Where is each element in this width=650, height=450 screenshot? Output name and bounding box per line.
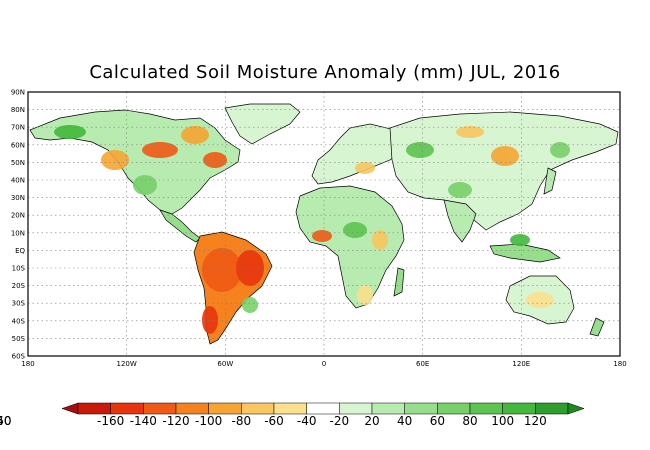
lat-tick-label: 40S bbox=[12, 317, 26, 325]
lat-tick-label: 50S bbox=[12, 335, 26, 343]
colorbar-tick-label: -40 bbox=[297, 414, 317, 428]
colorbar-segment bbox=[371, 402, 405, 415]
latitude-labels: 90N 80N 70N 60N 50N 40N 30N 20N 10N EQ 10S 20S 30S 40… bbox=[11, 89, 26, 361]
colorbar-segment bbox=[469, 402, 503, 415]
colorbar-tick-label: 100 bbox=[491, 414, 514, 428]
colorbar-segment bbox=[110, 402, 144, 415]
lon-tick-label: 120W bbox=[117, 360, 137, 368]
lon-tick-label: 180 bbox=[21, 360, 34, 368]
colorbar-tick-label: 80 bbox=[462, 414, 477, 428]
land-asia bbox=[389, 111, 619, 231]
lat-tick-label: 80N bbox=[11, 106, 25, 114]
colorbar-tick-label: -120 bbox=[162, 414, 189, 428]
lat-tick-label: 30S bbox=[12, 300, 26, 308]
land-new-zealand bbox=[589, 317, 605, 337]
lat-tick-label: 60S bbox=[12, 353, 26, 361]
lat-tick-label: 90N bbox=[11, 89, 25, 97]
colorbar-segment bbox=[535, 402, 569, 415]
colorbar-segment bbox=[241, 402, 275, 415]
colorbar-tick-label: -60 bbox=[264, 414, 284, 428]
colorbar-tick-label: -20 bbox=[330, 414, 350, 428]
wet-anomaly-patches bbox=[54, 125, 570, 313]
colorbar-segment bbox=[437, 402, 471, 415]
lon-tick-label: 60W bbox=[217, 360, 233, 368]
colorbar-tick-label: -160 bbox=[97, 414, 124, 428]
lat-lon-grid bbox=[28, 92, 620, 356]
colorbar-tick-label: 120 bbox=[524, 414, 547, 428]
lat-tick-label: 20S bbox=[12, 282, 26, 290]
map-title: Calculated Soil Moisture Anomaly (mm) JU… bbox=[89, 62, 561, 83]
colorbar-tick-label: 160 bbox=[0, 414, 11, 428]
lon-tick-label: 0 bbox=[322, 360, 326, 368]
lat-tick-label: 60N bbox=[11, 141, 25, 149]
colorbar-tick-label: -80 bbox=[232, 414, 252, 428]
colorbar-max-arrow bbox=[567, 402, 585, 415]
colorbar-tick-label: -100 bbox=[195, 414, 222, 428]
land-africa bbox=[295, 185, 405, 309]
lat-tick-label: EQ bbox=[15, 247, 25, 255]
colorbar-labels: -160 -140 -120 -100 -80 -60 -40 -20 20 40 60 80 100 1… bbox=[0, 414, 547, 428]
colorbar-segment bbox=[143, 402, 177, 415]
lon-tick-label: 60E bbox=[416, 360, 429, 368]
colorbar-segment bbox=[502, 402, 536, 415]
land-japan bbox=[543, 167, 557, 195]
lat-tick-label: 70N bbox=[11, 124, 25, 132]
land-indonesia bbox=[489, 243, 561, 263]
colorbar-min-arrow bbox=[61, 402, 79, 415]
dry-anomaly-patches bbox=[101, 126, 554, 334]
lat-tick-label: 50N bbox=[11, 159, 25, 167]
colorbar-segment bbox=[273, 402, 307, 415]
longitude-labels: 180 120W 60W 0 60E 120E 180 bbox=[21, 360, 626, 368]
colorbar-segment bbox=[339, 402, 373, 415]
colorbar bbox=[61, 402, 585, 415]
lat-tick-label: 10N bbox=[11, 229, 25, 237]
lat-tick-label: 10S bbox=[12, 265, 26, 273]
land-greenland bbox=[224, 103, 301, 145]
lon-tick-label: 120E bbox=[512, 360, 530, 368]
map-frame bbox=[27, 91, 621, 357]
land-madagascar bbox=[393, 267, 405, 297]
colorbar-tick-label: 40 bbox=[397, 414, 412, 428]
lat-tick-label: 40N bbox=[11, 177, 25, 185]
colorbar-segment bbox=[208, 402, 242, 415]
colorbar-segment bbox=[404, 402, 438, 415]
land-central-america bbox=[159, 209, 201, 243]
colorbar-segment bbox=[175, 402, 209, 415]
land-india bbox=[443, 199, 477, 243]
lat-tick-label: 30N bbox=[11, 194, 25, 202]
lon-tick-label: 180 bbox=[613, 360, 626, 368]
colorbar-segment bbox=[306, 402, 340, 415]
land-layer bbox=[29, 103, 619, 345]
lat-tick-label: 20N bbox=[11, 212, 25, 220]
land-europe bbox=[311, 123, 403, 185]
colorbar-tick-label: 60 bbox=[430, 414, 445, 428]
colorbar-segment bbox=[77, 402, 111, 415]
colorbar-tick-label: -140 bbox=[130, 414, 157, 428]
colorbar-tick-label: 140 bbox=[0, 414, 11, 428]
colorbar-tick-label: 20 bbox=[364, 414, 379, 428]
